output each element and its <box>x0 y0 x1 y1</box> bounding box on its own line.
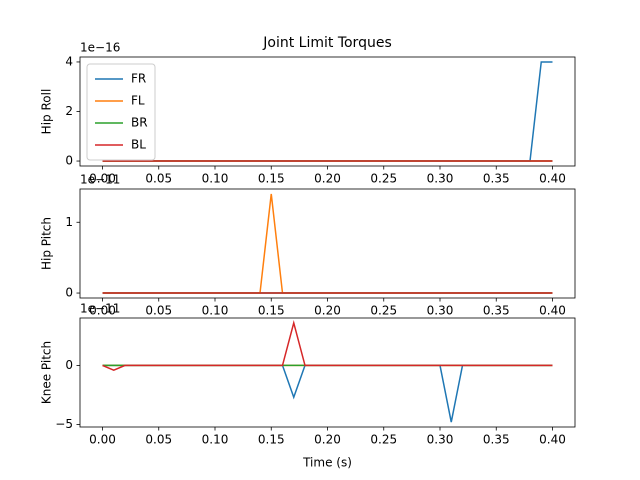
x-tick-label: 0.10 <box>202 304 229 318</box>
y-offset-label: 1e−11 <box>80 173 120 187</box>
x-tick-label: 0.30 <box>427 433 454 447</box>
x-tick-label: 0.25 <box>370 433 397 447</box>
x-tick-label: 0.25 <box>370 172 397 186</box>
x-tick-label: 0.10 <box>202 433 229 447</box>
series-line <box>102 320 553 371</box>
y-offset-label: 1e−16 <box>80 41 120 55</box>
x-tick-label: 0.00 <box>89 172 116 186</box>
x-tick-label: 0.20 <box>314 172 341 186</box>
legend-label: FL <box>131 94 145 108</box>
y-tick-label: −5 <box>55 417 73 431</box>
x-tick-label: 0.35 <box>483 172 510 186</box>
y-tick-label: 0 <box>65 286 73 300</box>
x-tick-label: 0.40 <box>539 172 566 186</box>
chart-title: Joint Limit Torques <box>262 35 391 51</box>
legend-label: FR <box>131 72 146 86</box>
x-tick-label: 0.00 <box>89 304 116 318</box>
y-tick-label: 0 <box>65 358 73 372</box>
axes-background <box>80 318 575 427</box>
y-tick-label: 4 <box>65 54 73 68</box>
x-tick-label: 0.30 <box>427 172 454 186</box>
x-tick-label: 0.05 <box>145 433 172 447</box>
x-tick-label: 0.30 <box>427 304 454 318</box>
y-tick-label: 1 <box>65 215 73 229</box>
x-tick-label: 0.35 <box>483 304 510 318</box>
x-tick-label: 0.00 <box>89 433 116 447</box>
x-tick-label: 0.40 <box>539 304 566 318</box>
y-offset-label: 1e−11 <box>80 302 120 316</box>
x-tick-label: 0.15 <box>258 304 285 318</box>
x-tick-label: 0.15 <box>258 433 285 447</box>
y-axis-label: Hip Roll <box>40 89 54 135</box>
x-tick-label: 0.15 <box>258 172 285 186</box>
x-axis-label: Time (s) <box>302 456 352 470</box>
axes-background <box>80 189 575 298</box>
legend: FR FL BR BL <box>86 63 156 161</box>
x-tick-label: 0.05 <box>145 304 172 318</box>
axes-background <box>80 57 575 166</box>
y-tick-label: 0 <box>65 154 73 168</box>
x-tick-label: 0.05 <box>145 172 172 186</box>
x-tick-label: 0.20 <box>314 304 341 318</box>
x-tick-label: 0.35 <box>483 433 510 447</box>
x-tick-label: 0.40 <box>539 433 566 447</box>
x-tick-label: 0.20 <box>314 433 341 447</box>
x-tick-label: 0.10 <box>202 172 229 186</box>
legend-box <box>86 63 156 161</box>
y-axis-label: Hip Pitch <box>40 217 54 270</box>
legend-label: BL <box>131 138 146 152</box>
y-axis-label: Knee Pitch <box>40 341 54 404</box>
y-tick-label: 2 <box>65 104 73 118</box>
x-tick-label: 0.25 <box>370 304 397 318</box>
legend-label: BR <box>131 116 148 130</box>
